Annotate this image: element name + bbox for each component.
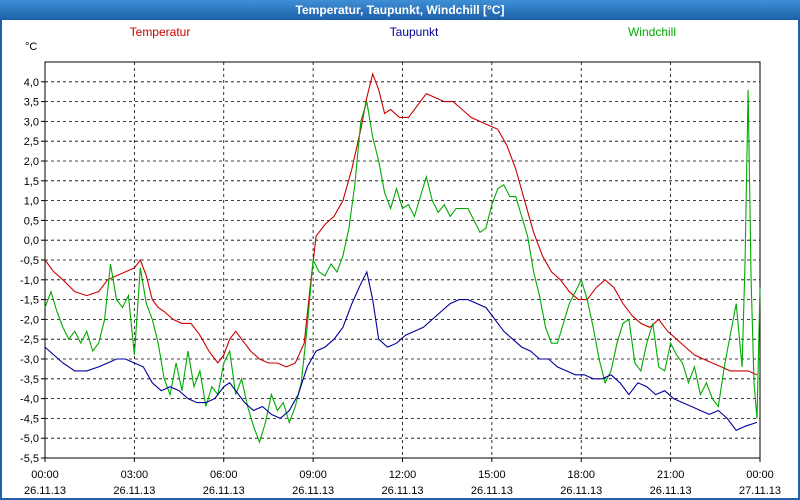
x-tick-date: 26.11.13 [560,485,602,497]
legend-entry-temperatur: Temperatur [130,25,191,39]
y-tick-label: -5,5 [20,453,39,465]
x-tick-time: 06:00 [210,469,238,481]
window-frame-left [0,20,2,500]
x-tick-time: 03:00 [121,469,149,481]
legend: Temperatur Taupunkt Windchill [130,25,676,39]
series-line-taupunkt [44,270,758,431]
x-tick-date: 26.11.13 [650,485,692,497]
x-tick-time: 18:00 [567,469,595,481]
y-tick-label: 2,0 [24,156,39,168]
x-tick-date: 26.11.13 [471,485,513,497]
x-tick-date: 26.11.13 [113,485,155,497]
y-axis-unit-label: °C [25,41,37,53]
y-tick-label: 3,0 [24,116,39,128]
y-tick-label: -4,0 [20,394,39,406]
y-tick-label: -1,0 [20,275,39,287]
y-tick-label: -3,0 [20,354,39,366]
y-tick-label: -2,0 [20,314,39,326]
legend-entry-taupunkt: Taupunkt [390,25,439,39]
y-tick-label: 2,5 [24,136,39,148]
y-tick-label: 4,0 [24,77,39,89]
y-tick-label: 0,0 [24,235,39,247]
x-tick-date: 26.11.13 [292,485,334,497]
x-tick-date: 26.11.13 [203,485,245,497]
x-tick-time: 09:00 [299,469,327,481]
y-tick-label: 1,5 [24,176,39,188]
legend-entry-windchill: Windchill [628,25,676,39]
x-axis-ticks: 00:00 26.11.13 03:00 26.11.13 06:00 26.11.13 0… [24,458,781,497]
y-axis-ticks: 4,0 3,5 3,0 2,5 2,0 1,5 1,0 0,5 0,0 -0,5 -1,0 -1,5 -… [20,77,45,465]
series-lines [44,72,761,444]
x-tick-date: 26.11.13 [381,485,423,497]
series-line-windchill [44,89,761,444]
x-tick-date: 26.11.13 [24,485,66,497]
series-line-temperatur [44,72,758,376]
x-tick-time: 15:00 [478,469,506,481]
y-tick-label: -5,0 [20,433,39,445]
window-frame-bottom [0,498,800,500]
y-tick-label: -4,5 [20,413,39,425]
y-tick-label: -2,5 [20,334,39,346]
x-tick-time: 21:00 [657,469,685,481]
window-frame-right [798,20,800,500]
grid-lines [44,62,761,459]
y-tick-label: -0,5 [20,255,39,267]
window-title: Temperatur, Taupunkt, Windchill [°C] [0,0,800,20]
x-tick-time: 12:00 [389,469,417,481]
y-tick-label: -1,5 [20,295,39,307]
y-tick-label: 1,0 [24,196,39,208]
y-tick-label: -3,5 [20,374,39,386]
x-tick-date: 27.11.13 [739,485,781,497]
x-tick-time: 00:00 [31,469,59,481]
y-tick-label: 3,5 [24,97,39,109]
x-tick-time: 00:00 [746,469,774,481]
y-tick-label: 0,5 [24,215,39,227]
